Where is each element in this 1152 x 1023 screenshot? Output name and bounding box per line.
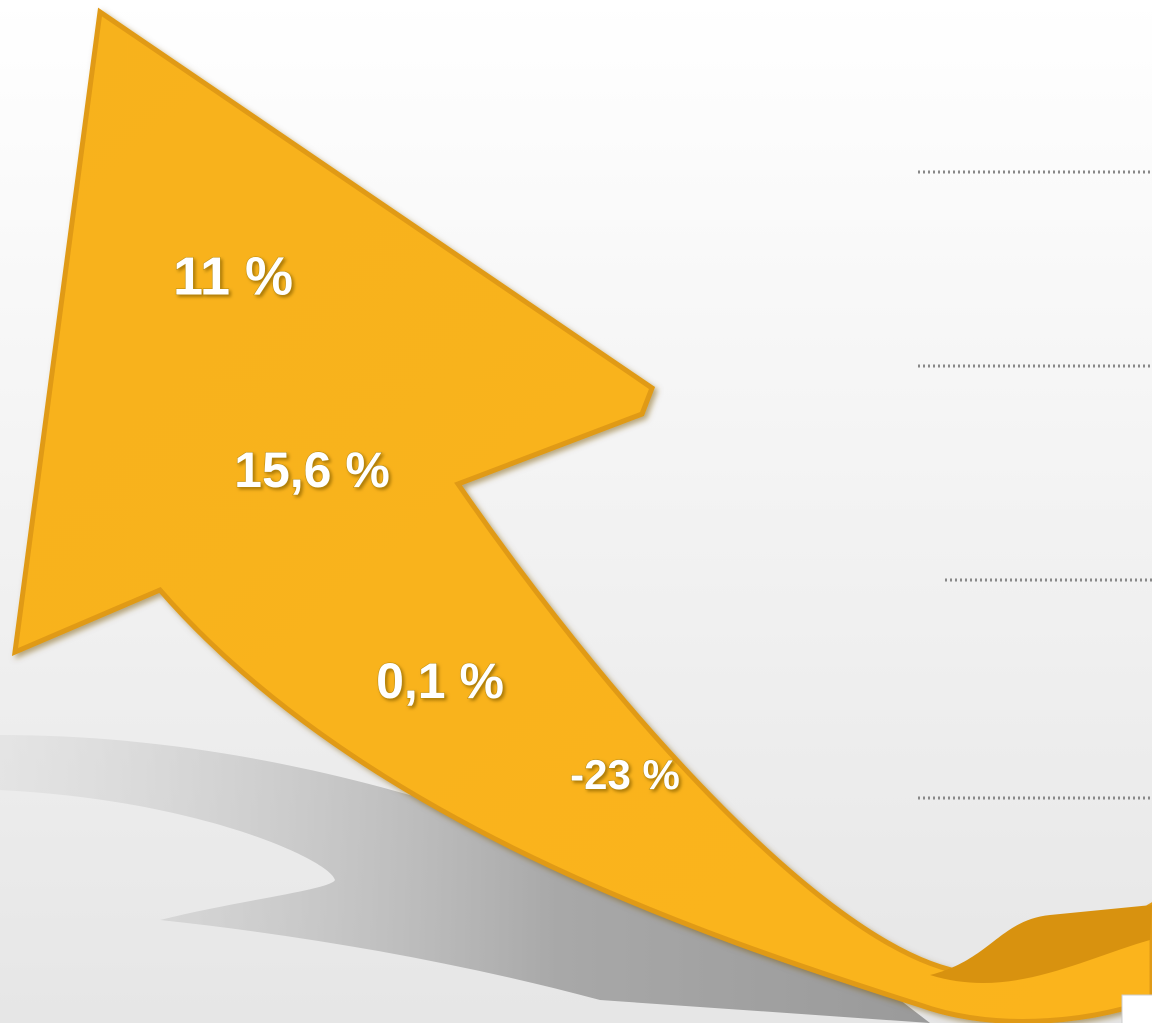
percent-label: 15,6 % bbox=[234, 442, 390, 498]
percent-label: -23 % bbox=[570, 751, 680, 798]
percent-label: 0,1 % bbox=[376, 653, 504, 709]
percent-label: 11 % bbox=[173, 246, 293, 306]
corner-box bbox=[1122, 995, 1152, 1023]
infographic: 11 % 15,6 % 0,1 % -23 % bbox=[0, 0, 1152, 1023]
